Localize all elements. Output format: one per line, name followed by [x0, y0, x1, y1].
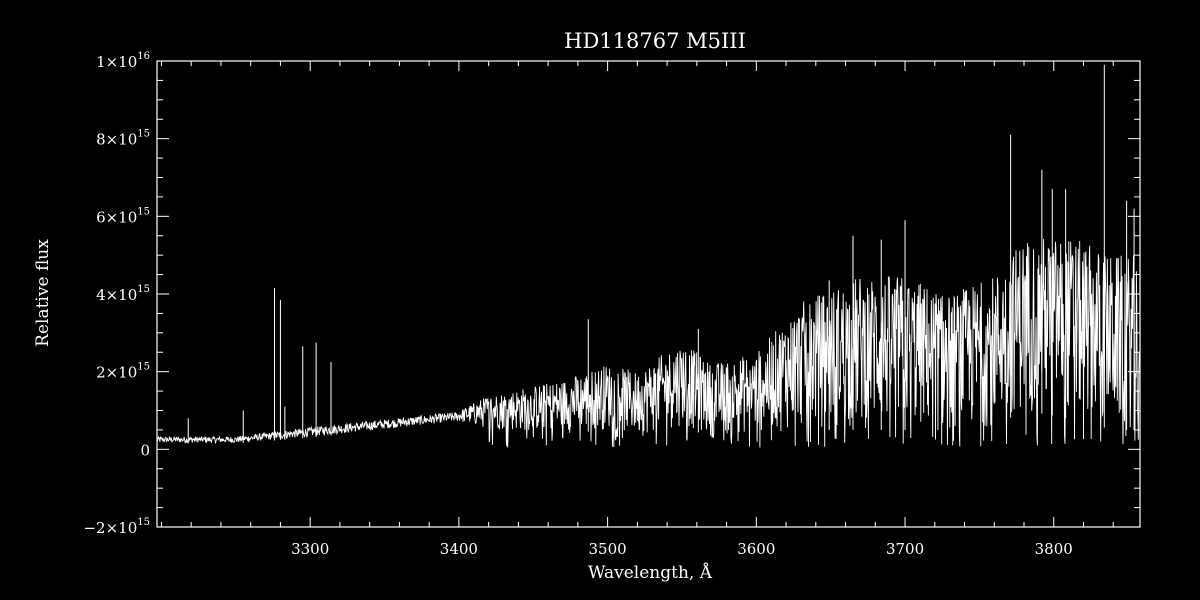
spectrum-line [156, 239, 1141, 448]
y-tick-exponent: 15 [137, 362, 150, 373]
y-tick-mantissa: 4×10 [96, 286, 137, 304]
y-tick-label: −2×1015 [83, 517, 150, 537]
x-tick-label: 3600 [737, 540, 775, 558]
chart-title: HD118767 M5III [564, 29, 746, 53]
y-tick-exponent: 16 [137, 51, 150, 62]
y-tick-exponent: 15 [137, 206, 150, 217]
x-axis-label: Wavelength, Å [588, 562, 713, 583]
y-tick-label: 1×1016 [96, 51, 150, 71]
x-tick-label: 3400 [440, 540, 478, 558]
x-tick-label: 3500 [589, 540, 627, 558]
x-axis: 3300 3400 3500 3600 3700 3800 [160, 61, 1114, 558]
y-tick-mantissa: 6×10 [96, 208, 137, 226]
emission-spikes [187, 64, 1135, 444]
y-tick-label: 4×1015 [96, 284, 150, 304]
x-tick-label: 3800 [1035, 540, 1073, 558]
y-tick-mantissa: 2×10 [96, 364, 137, 382]
y-tick-label: 0 [140, 441, 150, 459]
x-tick-label: 3300 [291, 540, 329, 558]
plot-area [156, 60, 1141, 528]
y-tick-exponent: 15 [137, 517, 150, 528]
y-tick-label: 6×1015 [96, 206, 150, 226]
y-tick-mantissa: 1×10 [96, 53, 137, 71]
y-tick-exponent: 15 [137, 129, 150, 140]
y-tick-mantissa: 0 [140, 441, 150, 459]
x-tick-label: 3700 [886, 540, 924, 558]
y-axis-label: Relative flux [33, 239, 53, 347]
y-tick-mantissa: −2×10 [83, 519, 137, 537]
y-tick-mantissa: 8×10 [96, 131, 137, 149]
y-tick-exponent: 15 [137, 284, 150, 295]
y-tick-label: 2×1015 [96, 362, 150, 382]
y-tick-label: 8×1015 [96, 129, 150, 149]
